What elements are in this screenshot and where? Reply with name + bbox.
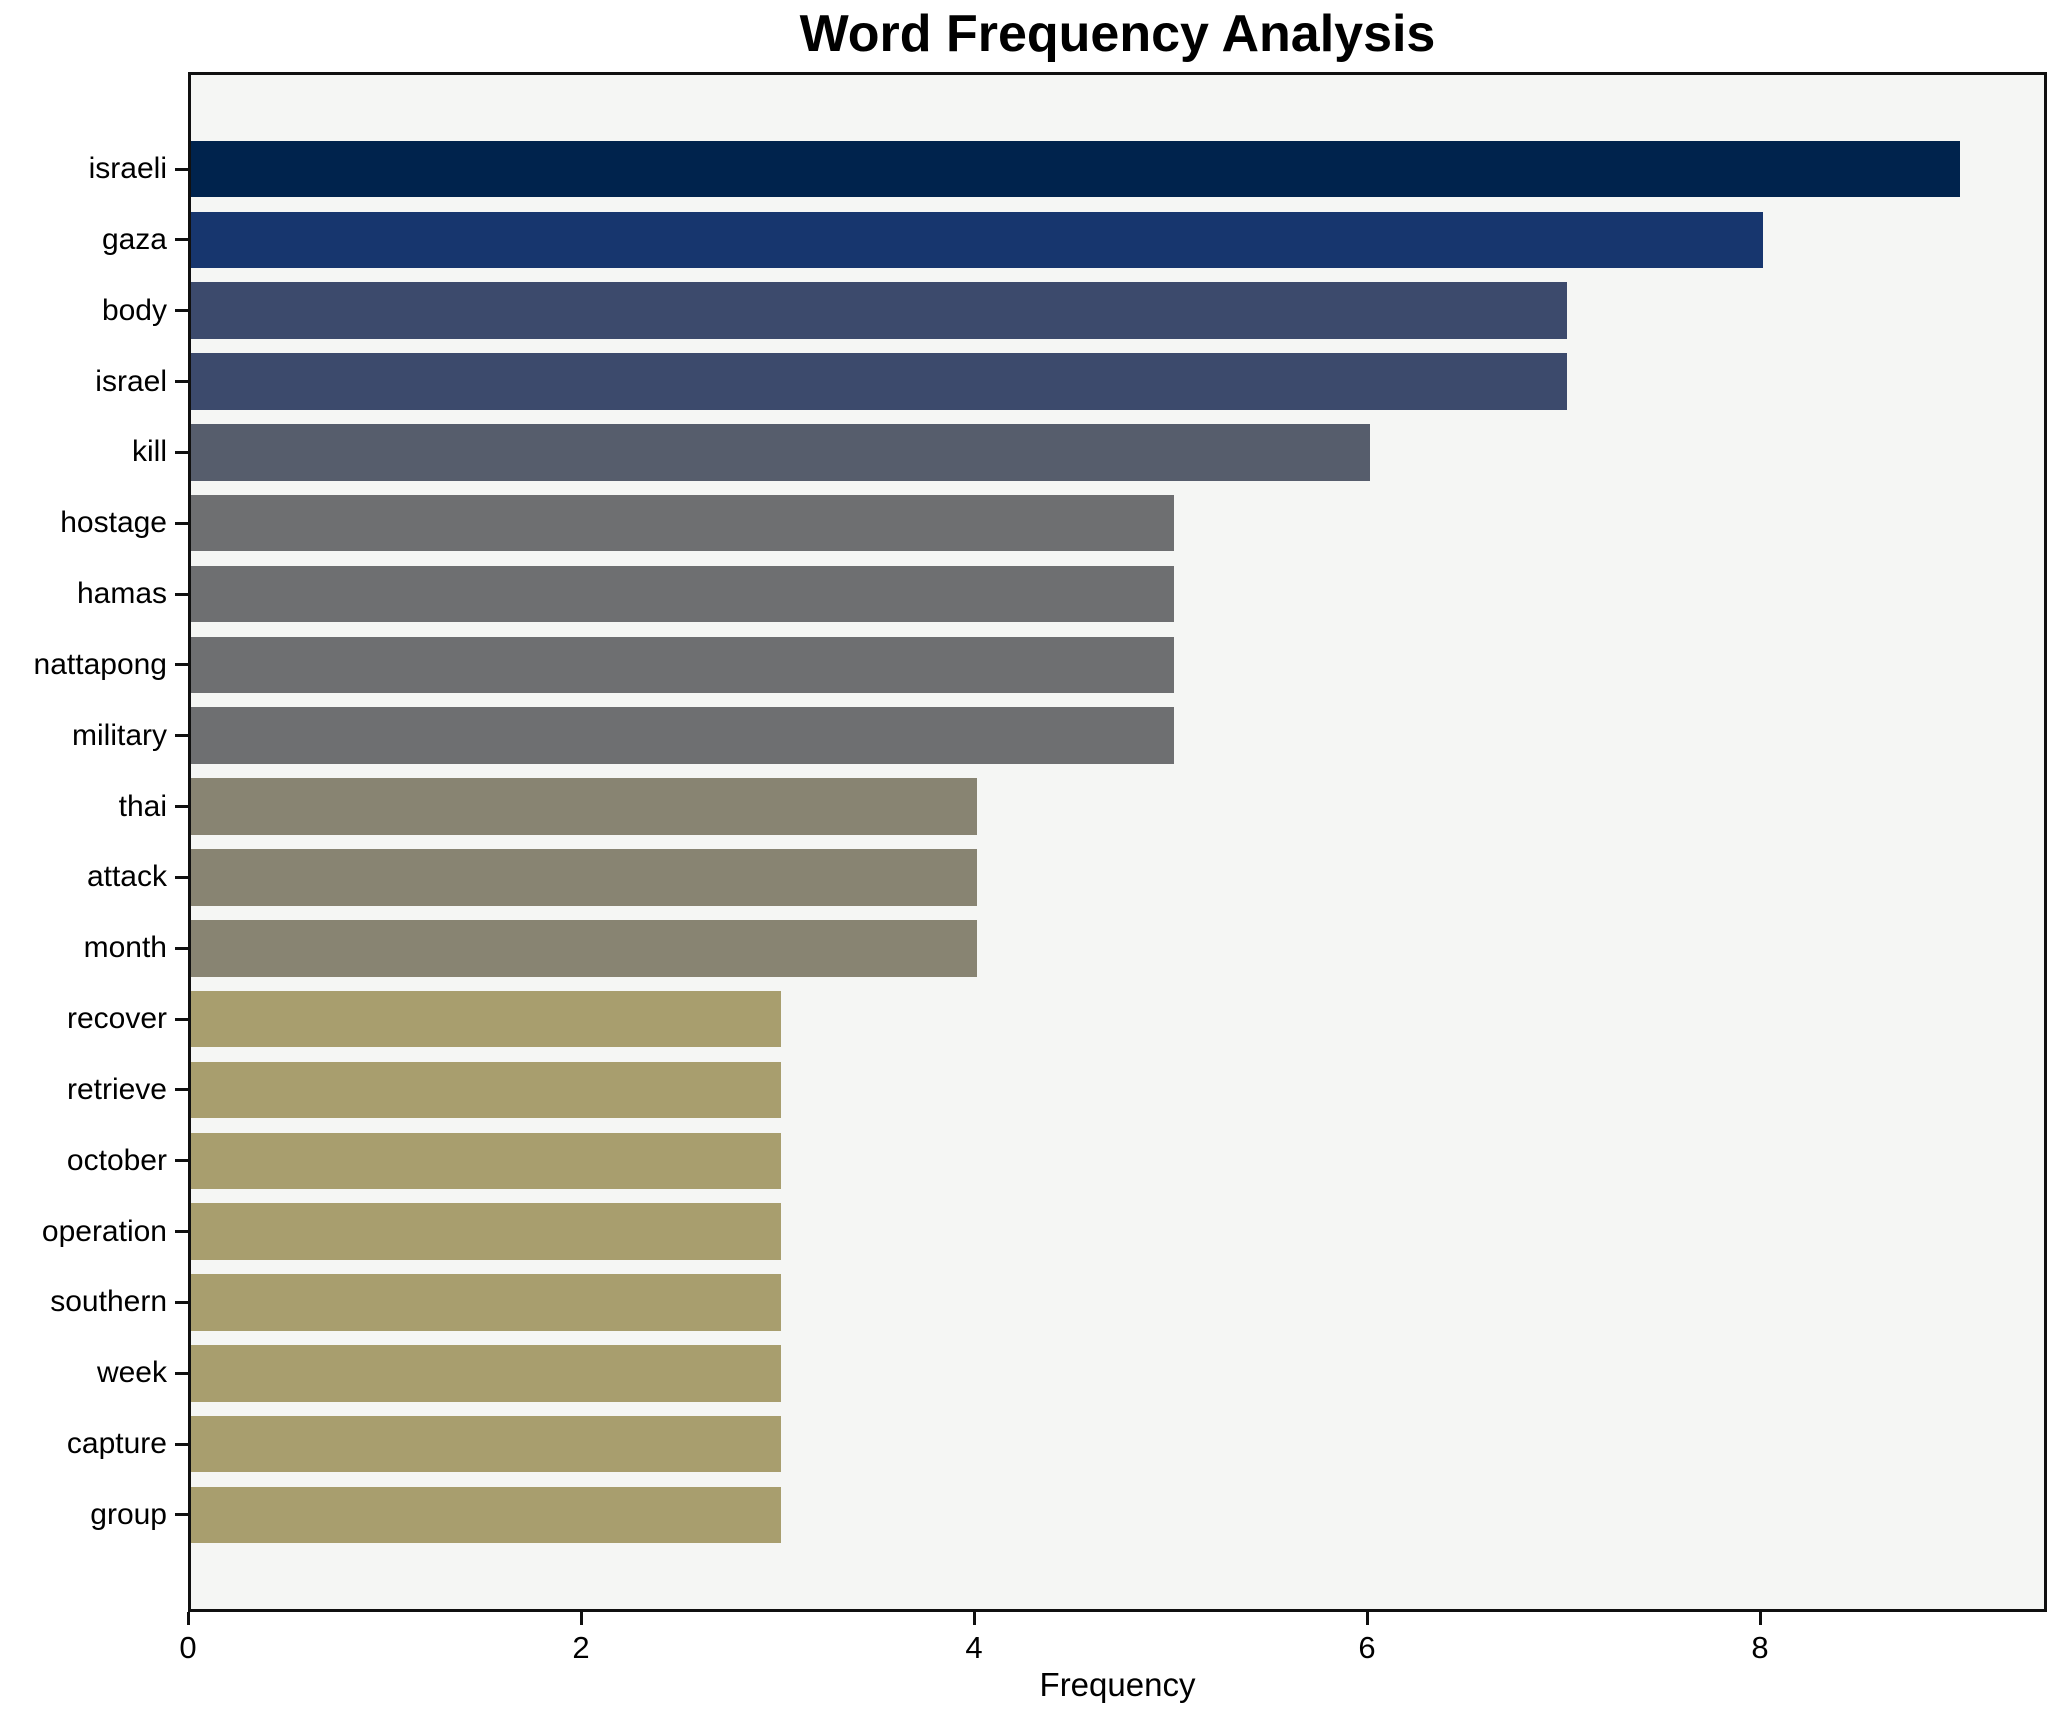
bar-recover xyxy=(191,990,781,1048)
y-tick-label-month: month xyxy=(83,931,167,965)
x-tick-label-4: 4 xyxy=(965,1630,983,1665)
bar-body xyxy=(191,282,1567,339)
y-tick-mark xyxy=(175,380,188,384)
x-tick-mark xyxy=(972,1612,976,1625)
y-tick-mark xyxy=(175,663,188,667)
y-tick-mark xyxy=(175,592,188,596)
x-tick-label-2: 2 xyxy=(572,1630,590,1665)
y-tick-label-operation: operation xyxy=(41,1214,167,1248)
y-tick-mark xyxy=(175,450,188,454)
bar-october xyxy=(191,1132,781,1190)
y-tick-mark xyxy=(175,309,188,313)
bar-israeli xyxy=(191,140,1960,198)
y-tick-label-kill: kill xyxy=(132,435,167,469)
y-tick-label-body: body xyxy=(101,293,167,327)
y-tick-label-israeli: israeli xyxy=(88,152,167,185)
y-tick-label-gaza: gaza xyxy=(101,222,167,256)
y-tick-mark xyxy=(175,1300,188,1304)
bar-gaza xyxy=(191,211,1763,269)
x-tick-mark xyxy=(1365,1612,1369,1625)
y-tick-mark xyxy=(175,1371,188,1375)
y-tick-mark xyxy=(175,1230,188,1234)
y-tick-label-nattapong: nattapong xyxy=(33,647,167,681)
y-tick-mark xyxy=(175,1159,188,1163)
x-tick-mark xyxy=(579,1612,583,1625)
bar-southern xyxy=(191,1274,781,1331)
x-tick-label-6: 6 xyxy=(1358,1630,1376,1665)
bar-nattapong xyxy=(191,636,1174,694)
y-tick-mark xyxy=(175,805,188,809)
y-tick-mark xyxy=(175,1088,188,1092)
bar-month xyxy=(191,920,977,977)
y-tick-mark xyxy=(175,875,188,879)
bar-attack xyxy=(191,849,977,906)
x-tick-label-0: 0 xyxy=(179,1630,197,1665)
x-tick-mark xyxy=(1758,1612,1762,1625)
y-tick-label-october: october xyxy=(66,1143,167,1177)
x-axis-label: Frequency xyxy=(1039,1666,1196,1703)
y-tick-mark xyxy=(175,521,188,525)
y-tick-label-hamas: hamas xyxy=(76,577,167,611)
bar-kill xyxy=(191,424,1370,481)
bar-thai xyxy=(191,778,977,835)
y-tick-label-week: week xyxy=(96,1356,167,1390)
y-tick-label-southern: southern xyxy=(50,1285,167,1319)
bar-capture xyxy=(191,1415,781,1473)
x-tick-label-8: 8 xyxy=(1751,1630,1769,1665)
y-tick-mark xyxy=(175,238,188,242)
y-tick-label-attack: attack xyxy=(86,860,167,894)
y-tick-mark xyxy=(175,167,188,171)
x-tick-mark xyxy=(186,1612,190,1625)
y-tick-label-military: military xyxy=(72,718,167,752)
y-tick-label-retrieve: retrieve xyxy=(66,1072,167,1106)
bar-military xyxy=(191,707,1174,764)
bar-group xyxy=(191,1486,781,1544)
y-tick-label-recover: recover xyxy=(66,1002,167,1036)
y-tick-mark xyxy=(175,1513,188,1517)
y-tick-label-capture: capture xyxy=(66,1427,167,1461)
y-tick-label-hostage: hostage xyxy=(60,506,167,540)
y-tick-mark xyxy=(175,734,188,738)
y-tick-label-thai: thai xyxy=(118,789,167,823)
y-tick-mark xyxy=(175,1017,188,1021)
bar-hostage xyxy=(191,494,1174,552)
y-tick-label-group: group xyxy=(90,1497,167,1531)
y-tick-mark xyxy=(175,1442,188,1446)
y-tick-mark xyxy=(175,946,188,950)
bar-operation xyxy=(191,1203,781,1260)
y-tick-label-israel: israel xyxy=(95,364,167,398)
chart-title: Word Frequency Analysis xyxy=(799,5,1436,63)
plot-area xyxy=(188,72,2047,1612)
bar-retrieve xyxy=(191,1061,781,1119)
bar-week xyxy=(191,1345,781,1402)
bar-israel xyxy=(191,353,1567,410)
bar-hamas xyxy=(191,565,1174,623)
